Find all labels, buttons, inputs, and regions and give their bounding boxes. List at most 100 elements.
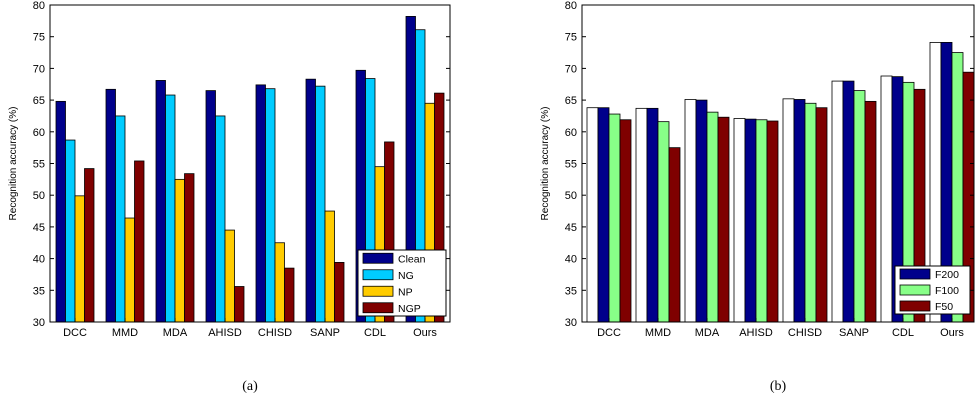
chart-a-bar-ngp-chisd xyxy=(284,267,295,323)
chart-a-bar-clean-dcc xyxy=(55,100,66,323)
chart-b-ytick-label: 45 xyxy=(565,222,577,234)
chart-a-bar-ng-ahisd xyxy=(215,115,226,323)
chart-b-x-ticks: DCC MMD MDA AHISD CHISD SANP CDL Ours xyxy=(597,318,964,339)
chart-a-ytick-label: 45 xyxy=(33,222,45,234)
chart-b-legend-label-f200: F200 xyxy=(935,269,959,281)
chart-a-bar-ng-dcc xyxy=(65,139,76,323)
chart-a-legend-swatch-ng xyxy=(362,269,394,281)
chart-a-y-ticks: 30 35 40 45 50 55 60 65 70 75 80 xyxy=(33,0,450,329)
chart-a-ytick-label: 35 xyxy=(33,285,45,297)
chart-a-ylabel: Recognition accuracy (%) xyxy=(8,107,19,221)
chart-a-legend-swatch-ngp xyxy=(362,302,394,314)
chart-b-legend-label-f50: F50 xyxy=(935,301,953,313)
chart-a-xtick-label-mmd: MMD xyxy=(112,327,138,339)
chart-b-bar-f100-mmd xyxy=(657,121,670,323)
chart-b-xtick-label-sanp: SANP xyxy=(839,327,869,339)
chart-a-xtick-label-chisd: CHISD xyxy=(258,327,292,339)
chart-b-bar-series-0-sanp xyxy=(831,80,844,323)
chart-a-bar-clean-ahisd xyxy=(205,90,216,323)
chart-a-bar-np-chisd xyxy=(274,242,285,323)
chart-a-bar-clean-chisd xyxy=(255,84,266,323)
chart-b-ytick-label: 60 xyxy=(565,127,577,139)
chart-a-bar-ngp-mda xyxy=(184,173,195,323)
chart-b-ytick-label: 30 xyxy=(565,317,577,329)
chart-b-bar-f50-sanp xyxy=(864,100,877,323)
chart-a-xtick-label-dcc: DCC xyxy=(63,327,87,339)
chart-b-bar-f100-sanp xyxy=(853,90,866,323)
chart-a-bar-ngp-sanp xyxy=(334,262,345,323)
chart-b-ytick-label: 55 xyxy=(565,159,577,171)
chart-b-bar-series-0-mda xyxy=(684,99,697,323)
chart-b-bars xyxy=(586,42,975,323)
chart-a-ytick-label: 40 xyxy=(33,254,45,266)
chart-a-legend: Clean NG NP NGP xyxy=(357,249,447,317)
chart-a-bar-np-dcc xyxy=(74,195,85,323)
chart-b-bar-f200-dcc xyxy=(597,107,610,323)
chart-b: 30 35 40 45 50 55 60 65 70 75 80 DCC MMD MDA AHISD CHI… xyxy=(540,0,975,394)
chart-a-bar-ng-sanp xyxy=(315,85,326,323)
chart-b-ytick-label: 70 xyxy=(565,63,577,75)
chart-b-ytick-label: 40 xyxy=(565,254,577,266)
chart-b-bar-f200-chisd xyxy=(793,99,806,323)
chart-b-bar-f50-dcc xyxy=(619,119,632,323)
chart-b-caption: (b) xyxy=(770,379,787,394)
chart-b-legend: F200 F100 F50 xyxy=(894,265,971,315)
chart-b-bar-series-0-ahisd xyxy=(733,118,746,323)
chart-b-bar-f100-ahisd xyxy=(755,119,768,323)
chart-b-ytick-label: 75 xyxy=(565,32,577,44)
chart-b-bar-series-0-cdl xyxy=(880,75,893,323)
chart-a-bar-ng-mda xyxy=(165,94,176,323)
chart-b-xtick-label-mda: MDA xyxy=(695,327,720,339)
chart-a-ytick-label: 50 xyxy=(33,190,45,202)
chart-a-bar-ngp-mmd xyxy=(134,160,145,323)
chart-a-ytick-label: 80 xyxy=(33,0,45,12)
chart-a-xtick-label-mda: MDA xyxy=(163,327,188,339)
chart-a-caption: (a) xyxy=(242,379,258,394)
chart-b-xtick-label-ours: Ours xyxy=(940,327,964,339)
chart-a-ytick-label: 75 xyxy=(33,32,45,44)
chart-b-bar-f200-ahisd xyxy=(744,118,757,323)
chart-b-xtick-label-dcc: DCC xyxy=(597,327,621,339)
chart-a: 30 35 40 45 50 55 60 65 70 75 80 DCC MMD MDA AHISD CHI… xyxy=(8,0,451,394)
chart-a-ytick-label: 65 xyxy=(33,95,45,107)
chart-a-legend-swatch-clean xyxy=(362,252,394,264)
chart-b-bar-f50-mmd xyxy=(668,147,681,323)
chart-b-y-ticks: 30 35 40 45 50 55 60 65 70 75 80 xyxy=(565,0,974,329)
chart-b-ylabel: Recognition accuracy (%) xyxy=(540,107,551,221)
chart-b-bar-f50-chisd xyxy=(815,107,828,323)
chart-a-bars xyxy=(55,16,445,323)
chart-a-ytick-label: 70 xyxy=(33,63,45,75)
chart-b-ytick-label: 65 xyxy=(565,95,577,107)
chart-a-bar-np-sanp xyxy=(324,210,335,323)
chart-a-bar-ngp-ahisd xyxy=(234,286,245,323)
chart-a-bar-clean-mmd xyxy=(105,88,116,323)
chart-b-xtick-label-ahisd: AHISD xyxy=(739,327,773,339)
chart-a-xtick-label-sanp: SANP xyxy=(310,327,340,339)
chart-a-xtick-label-cdl: CDL xyxy=(364,327,386,339)
chart-a-bar-clean-sanp xyxy=(305,78,316,323)
chart-b-bar-f50-mda xyxy=(717,116,730,323)
chart-a-ytick-label: 55 xyxy=(33,159,45,171)
chart-b-bar-series-0-chisd xyxy=(782,98,795,323)
chart-a-x-ticks: DCC MMD MDA AHISD CHISD SANP CDL Ours xyxy=(63,318,437,339)
chart-a-bar-ng-chisd xyxy=(265,88,276,323)
chart-a-bar-ngp-dcc xyxy=(84,168,95,323)
chart-a-ytick-label: 60 xyxy=(33,127,45,139)
chart-b-bar-series-0-mmd xyxy=(635,107,648,323)
chart-a-ytick-label: 30 xyxy=(33,317,45,329)
chart-b-ytick-label: 35 xyxy=(565,285,577,297)
chart-b-xtick-label-chisd: CHISD xyxy=(788,327,822,339)
chart-a-legend-label-ng: NG xyxy=(398,270,414,282)
chart-a-xtick-label-ours: Ours xyxy=(413,327,437,339)
chart-a-bar-np-mmd xyxy=(124,217,135,323)
chart-b-bar-f200-mmd xyxy=(646,107,659,323)
chart-a-bar-clean-mda xyxy=(155,80,166,323)
chart-b-ytick-label: 80 xyxy=(565,0,577,12)
chart-a-legend-swatch-np xyxy=(362,285,394,297)
chart-b-bar-f100-mda xyxy=(706,111,719,323)
chart-b-bar-f100-chisd xyxy=(804,102,817,323)
chart-a-bar-np-ahisd xyxy=(224,229,235,323)
chart-b-bar-f200-sanp xyxy=(842,80,855,323)
chart-b-ytick-label: 50 xyxy=(565,190,577,202)
chart-b-bar-f200-mda xyxy=(695,99,708,323)
